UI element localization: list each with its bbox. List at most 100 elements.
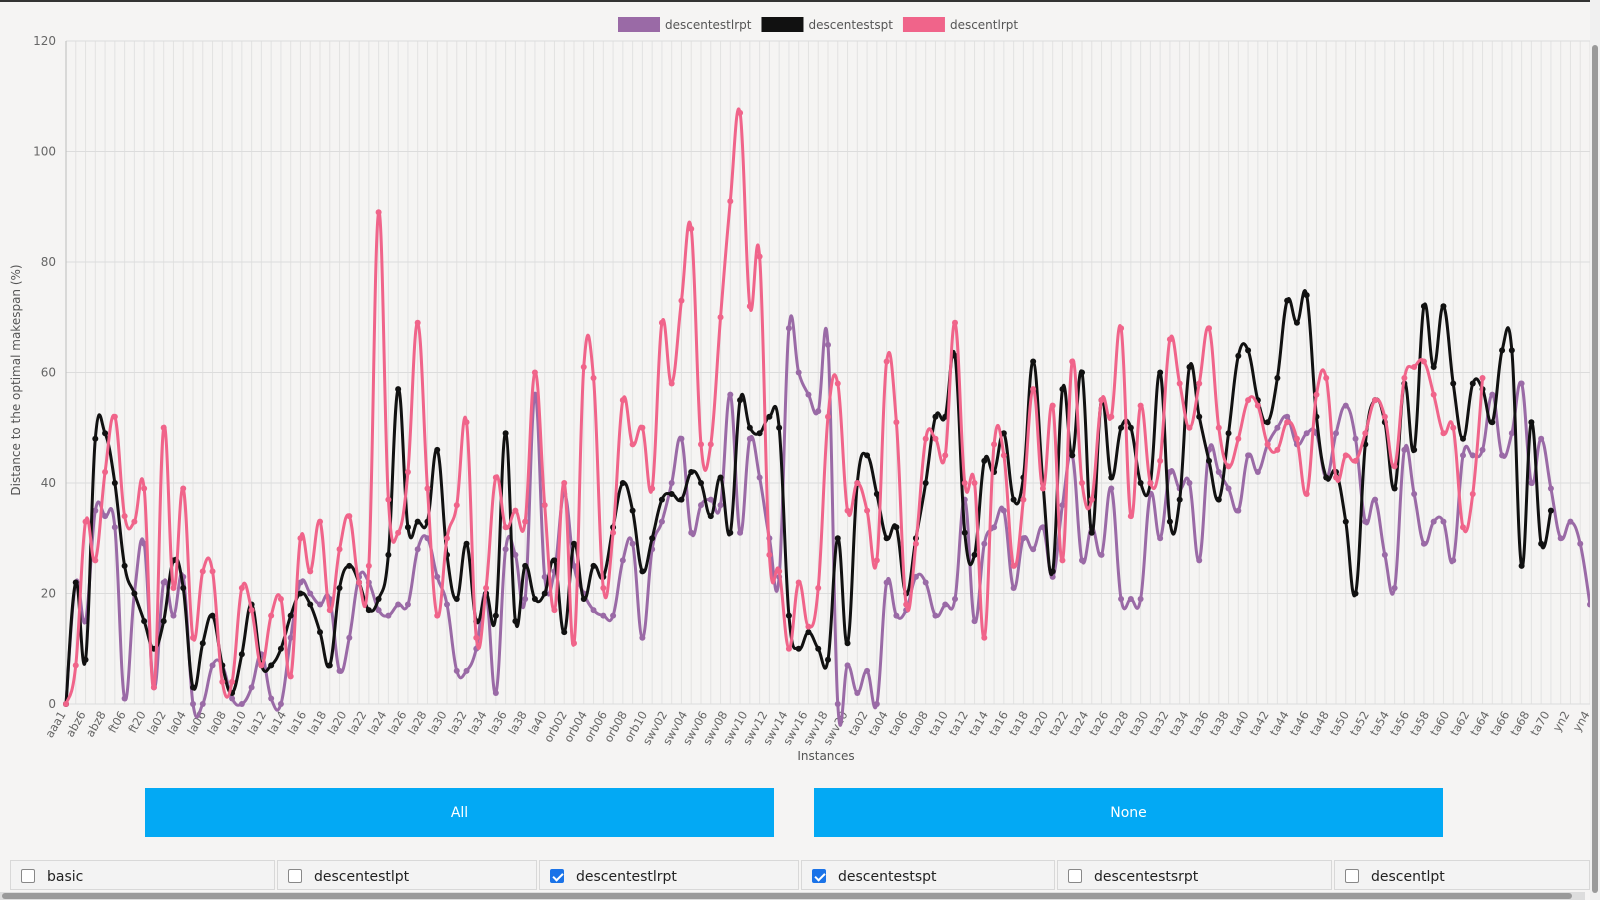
checkbox-descentestsrpt-box[interactable] xyxy=(1068,869,1082,883)
x-tick-label: ta02 xyxy=(845,709,870,739)
legend[interactable]: descentestlrpt descentestspt descentlrpt xyxy=(618,17,1018,32)
data-point-descentestlrpt xyxy=(746,435,753,442)
checkbox-label: basic xyxy=(47,869,84,885)
x-tick-label: la18 xyxy=(305,709,330,738)
data-point-descentestspt xyxy=(825,656,831,663)
data-point-descentestspt xyxy=(590,562,597,569)
checkbox-basic-box[interactable] xyxy=(21,869,35,883)
data-point-descentestlrpt xyxy=(1342,402,1349,409)
x-tick-label: la32 xyxy=(445,709,470,738)
data-point-descentlrpt xyxy=(287,673,294,680)
data-point-descentestspt xyxy=(1206,457,1212,464)
data-point-descentestlrpt xyxy=(1215,468,1222,475)
data-point-descentlrpt xyxy=(150,684,157,691)
checkbox-descentestlrpt[interactable]: descentestlrpt xyxy=(539,860,799,890)
data-point-descentlrpt xyxy=(131,518,138,525)
data-point-descentlrpt xyxy=(737,109,744,116)
data-point-descentlrpt xyxy=(1147,480,1154,486)
data-point-descentlrpt xyxy=(395,529,402,536)
data-point-descentestlrpt xyxy=(502,546,509,553)
data-point-descentlrpt xyxy=(551,607,558,614)
vertical-scrollbar[interactable] xyxy=(1590,0,1600,900)
horizontal-scrollbar-thumb[interactable] xyxy=(2,893,1572,899)
checkbox-descentestspt-box[interactable] xyxy=(812,869,826,883)
data-point-descentestspt xyxy=(834,535,841,542)
data-point-descentlrpt xyxy=(1176,380,1183,387)
data-point-descentestspt xyxy=(395,386,402,393)
data-point-descentestlrpt xyxy=(170,612,177,619)
data-point-descentlrpt xyxy=(229,678,236,685)
data-point-descentestlrpt xyxy=(1528,480,1535,486)
data-point-descentlrpt xyxy=(1137,402,1144,409)
checkbox-descentlpt-box[interactable] xyxy=(1345,869,1359,883)
data-point-descentestlrpt xyxy=(375,607,382,614)
data-point-descentestspt xyxy=(698,480,704,486)
data-point-descentestspt xyxy=(1469,380,1476,387)
data-point-descentestlrpt xyxy=(541,573,548,580)
checkbox-descentestlpt-box[interactable] xyxy=(288,869,302,883)
data-point-descentestspt xyxy=(678,496,685,503)
data-point-descentestlrpt xyxy=(1391,584,1398,591)
data-point-descentlrpt xyxy=(1020,496,1027,503)
data-point-descentlrpt xyxy=(1264,441,1271,448)
legend-item-descentestlrpt[interactable]: descentestlrpt xyxy=(618,17,752,32)
data-point-descentlrpt xyxy=(209,568,216,575)
data-point-descentlrpt xyxy=(404,468,411,475)
data-point-descentlrpt xyxy=(238,584,245,591)
x-tick-label: ta34 xyxy=(1166,709,1191,739)
checkbox-descentlpt[interactable]: descentlpt xyxy=(1334,860,1590,890)
y-tick-label: 40 xyxy=(41,476,56,490)
data-point-descentestspt xyxy=(1538,540,1545,547)
data-point-descentlrpt xyxy=(1293,435,1300,442)
data-point-descentestlrpt xyxy=(737,529,744,536)
data-point-descentestlrpt xyxy=(1274,424,1281,431)
data-point-descentlrpt xyxy=(688,225,695,232)
data-point-descentestspt xyxy=(180,584,187,591)
data-point-descentestlrpt xyxy=(756,474,763,481)
checkbox-basic[interactable]: basic xyxy=(10,860,275,890)
x-tick-label: ta06 xyxy=(886,709,911,739)
select-none-button[interactable]: None xyxy=(814,788,1443,837)
data-point-descentestspt xyxy=(365,607,372,614)
checkbox-descentestspt[interactable]: descentestspt xyxy=(801,860,1055,890)
data-point-descentlrpt xyxy=(1088,496,1095,503)
select-all-button[interactable]: All xyxy=(145,788,774,837)
data-point-descentlrpt xyxy=(991,441,998,448)
y-tick-label: 120 xyxy=(33,34,56,48)
data-point-descentlrpt xyxy=(1049,402,1056,409)
horizontal-scrollbar[interactable] xyxy=(0,892,1585,900)
data-point-descentestlrpt xyxy=(1108,485,1115,492)
data-point-descentestlrpt xyxy=(1381,551,1388,558)
data-point-descentestspt xyxy=(199,640,206,647)
data-point-descentlrpt xyxy=(268,612,275,619)
checkbox-descentestlrpt-box[interactable] xyxy=(550,869,564,883)
data-point-descentestspt xyxy=(1010,496,1017,503)
data-point-descentestspt xyxy=(1137,480,1144,486)
data-point-descentestlrpt xyxy=(463,667,470,674)
legend-item-descentestspt[interactable]: descentestspt xyxy=(761,17,893,32)
data-point-descentestspt xyxy=(961,529,968,536)
x-tick-label: la02 xyxy=(144,709,169,738)
data-point-descentlrpt xyxy=(1059,557,1066,564)
data-point-descentlrpt xyxy=(912,540,919,547)
y-tick-label: 0 xyxy=(48,697,56,711)
data-point-descentestlrpt xyxy=(952,596,958,603)
data-point-descentestlrpt xyxy=(883,579,890,586)
data-point-descentestspt xyxy=(1186,363,1193,370)
y-tick-label: 60 xyxy=(41,366,56,380)
checkbox-descentestsrpt[interactable]: descentestsrpt xyxy=(1057,860,1332,890)
data-point-descentestlrpt xyxy=(277,701,284,707)
x-tick-label: ta54 xyxy=(1367,709,1392,739)
legend-item-descentlrpt[interactable]: descentlrpt xyxy=(902,17,1018,32)
data-point-descentestlrpt xyxy=(287,634,294,641)
data-point-descentestlrpt xyxy=(610,612,617,619)
x-tick-label: la12 xyxy=(245,709,270,738)
x-tick-label: ta46 xyxy=(1287,709,1312,739)
vertical-scrollbar-thumb[interactable] xyxy=(1592,45,1598,893)
data-point-descentestspt xyxy=(375,596,382,603)
data-point-descentlrpt xyxy=(1469,491,1476,498)
checkbox-descentestlpt[interactable]: descentestlpt xyxy=(277,860,537,890)
data-point-descentlrpt xyxy=(903,601,910,608)
data-point-descentlrpt xyxy=(365,562,372,569)
data-point-descentestlrpt xyxy=(229,695,236,702)
